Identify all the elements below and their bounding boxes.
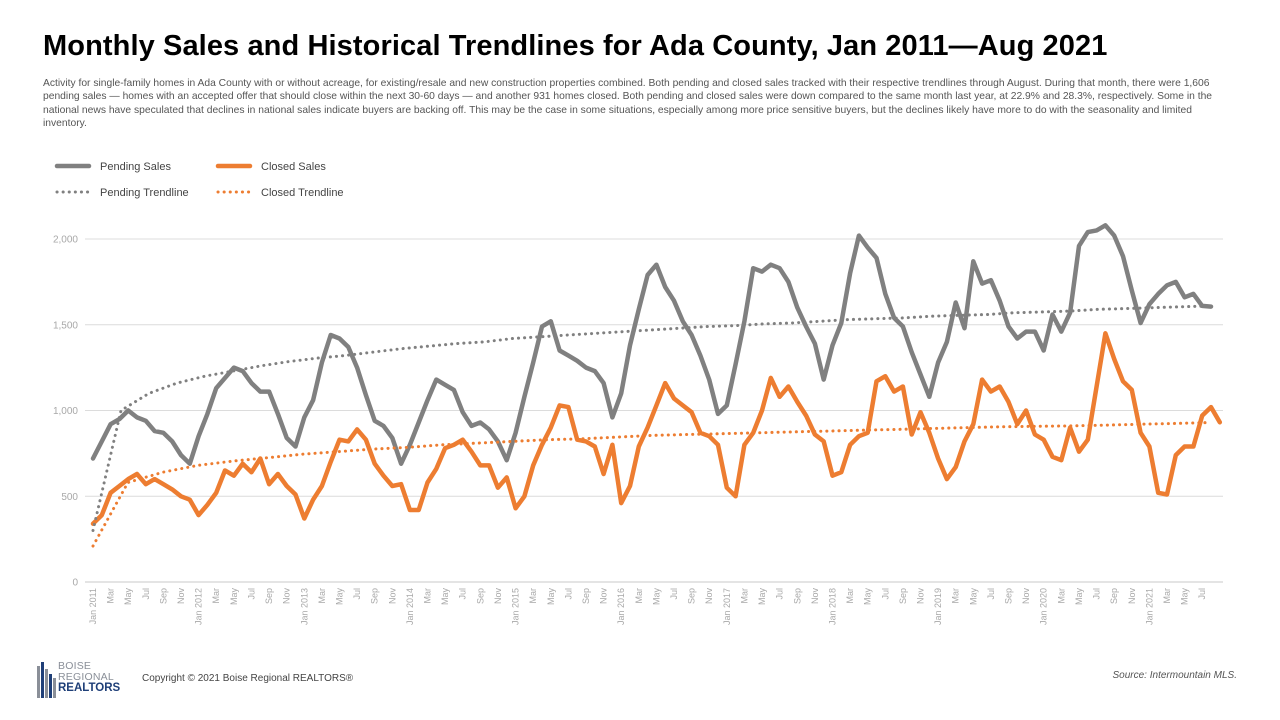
x-tick-label: Jan 2011 bbox=[88, 588, 98, 624]
x-tick-label: Sep bbox=[1109, 588, 1119, 604]
pending-trendline-line bbox=[91, 304, 1213, 532]
x-tick-label: Jan 2016 bbox=[616, 588, 626, 625]
x-tick-label: Sep bbox=[370, 588, 380, 604]
logo-line-3: REALTORS bbox=[58, 682, 121, 694]
x-tick-label: Jul bbox=[458, 588, 468, 600]
x-tick-label: Jul bbox=[669, 588, 679, 600]
x-tick-label: Nov bbox=[599, 588, 609, 605]
x-axis-ticks: Jan 2011 Mar May Jul Sep Nov Jan 2012 Mar May Jul… bbox=[88, 588, 1207, 626]
closed-trendline-line bbox=[91, 421, 1213, 548]
x-tick-label: Mar bbox=[951, 588, 961, 604]
x-tick-label: Jul bbox=[880, 588, 890, 600]
x-tick-label: May bbox=[1074, 588, 1084, 606]
x-tick-label: May bbox=[546, 588, 556, 606]
x-tick-label: May bbox=[651, 588, 661, 606]
x-tick-label: Mar bbox=[106, 588, 116, 604]
logo-wordmark: BOISE REGIONAL REALTORS bbox=[58, 661, 120, 694]
x-tick-label: May bbox=[334, 588, 344, 606]
x-tick-label: Sep bbox=[792, 588, 802, 604]
x-tick-label: Sep bbox=[687, 588, 697, 604]
chart-series bbox=[90, 223, 1223, 548]
x-tick-label: Jul bbox=[1197, 588, 1207, 600]
x-tick-label: May bbox=[440, 588, 450, 606]
x-tick-label: Jan 2017 bbox=[722, 588, 732, 625]
x-tick-label: Sep bbox=[158, 588, 168, 604]
x-tick-label: Jan 2021 bbox=[1144, 588, 1154, 625]
x-tick-label: Jul bbox=[775, 588, 785, 600]
x-tick-label: May bbox=[123, 588, 133, 606]
logo-line-2: REGIONAL bbox=[58, 671, 114, 683]
x-tick-label: Mar bbox=[423, 588, 433, 604]
x-tick-label: Nov bbox=[1127, 588, 1137, 605]
legend-label: Closed Sales bbox=[261, 161, 326, 173]
logo-building-icon bbox=[37, 662, 56, 698]
x-tick-label: Nov bbox=[704, 588, 714, 605]
y-tick-label: 1,000 bbox=[53, 406, 78, 417]
x-tick-label: May bbox=[1180, 588, 1190, 606]
legend-label: Closed Trendline bbox=[261, 187, 344, 199]
x-tick-label: Jul bbox=[141, 588, 151, 600]
x-tick-label: Jan 2013 bbox=[299, 588, 309, 625]
boise-regional-realtors-logo: BOISE REGIONAL REALTORS bbox=[36, 660, 136, 700]
x-tick-label: Nov bbox=[493, 588, 503, 605]
y-tick-label: 0 bbox=[72, 578, 78, 589]
x-tick-label: Mar bbox=[634, 588, 644, 604]
x-tick-label: May bbox=[229, 588, 239, 606]
y-axis-ticks: 0 500 1,000 1,500 2,000 bbox=[53, 235, 78, 589]
x-tick-label: Mar bbox=[1162, 588, 1172, 604]
x-tick-label: Jan 2014 bbox=[405, 588, 415, 625]
x-tick-label: Mar bbox=[317, 588, 327, 604]
x-tick-label: Jan 2015 bbox=[511, 588, 521, 625]
x-tick-label: May bbox=[863, 588, 873, 606]
x-tick-label: Jul bbox=[246, 588, 256, 600]
x-tick-label: Jul bbox=[563, 588, 573, 600]
pending-sales-line bbox=[90, 223, 1214, 466]
y-tick-label: 2,000 bbox=[53, 235, 78, 246]
closed-sales-line bbox=[90, 331, 1223, 526]
chart-title: Monthly Sales and Historical Trendlines … bbox=[43, 30, 1108, 62]
x-tick-label: Mar bbox=[1056, 588, 1066, 604]
legend-label: Pending Sales bbox=[100, 161, 171, 173]
x-tick-label: May bbox=[757, 588, 767, 606]
x-tick-label: Jan 2019 bbox=[933, 588, 943, 625]
y-tick-label: 1,500 bbox=[53, 320, 78, 331]
y-tick-label: 500 bbox=[61, 492, 78, 503]
x-tick-label: Nov bbox=[387, 588, 397, 605]
x-tick-label: Mar bbox=[528, 588, 538, 604]
x-tick-label: Jul bbox=[986, 588, 996, 600]
source-note: Source: Intermountain MLS. bbox=[1112, 670, 1237, 681]
x-tick-label: Nov bbox=[1021, 588, 1031, 605]
x-tick-label: Sep bbox=[581, 588, 591, 604]
x-tick-label: Jan 2018 bbox=[827, 588, 837, 625]
x-tick-label: Sep bbox=[898, 588, 908, 604]
chart-legend: Pending Sales Closed Sales Pending Trendli… bbox=[54, 161, 344, 199]
x-tick-label: Mar bbox=[739, 588, 749, 604]
x-tick-label: Jul bbox=[1092, 588, 1102, 600]
x-tick-label: Mar bbox=[211, 588, 221, 604]
chart-subtitle: Activity for single-family homes in Ada … bbox=[43, 78, 1213, 129]
x-tick-label: Jan 2020 bbox=[1039, 588, 1049, 625]
legend-label: Pending Trendline bbox=[100, 187, 189, 199]
x-tick-label: Nov bbox=[282, 588, 292, 605]
x-tick-label: Nov bbox=[176, 588, 186, 605]
x-tick-label: Nov bbox=[915, 588, 925, 605]
x-tick-label: Jul bbox=[352, 588, 362, 600]
x-tick-label: Sep bbox=[475, 588, 485, 604]
logo-line-1: BOISE bbox=[58, 660, 92, 672]
x-tick-label: Jan 2012 bbox=[194, 588, 204, 625]
x-tick-label: Nov bbox=[810, 588, 820, 605]
x-tick-label: Sep bbox=[264, 588, 274, 604]
x-tick-label: May bbox=[968, 588, 978, 606]
x-tick-label: Mar bbox=[845, 588, 855, 604]
x-tick-label: Sep bbox=[1004, 588, 1014, 604]
copyright-text: Copyright © 2021 Boise Regional REALTORS… bbox=[142, 673, 354, 684]
